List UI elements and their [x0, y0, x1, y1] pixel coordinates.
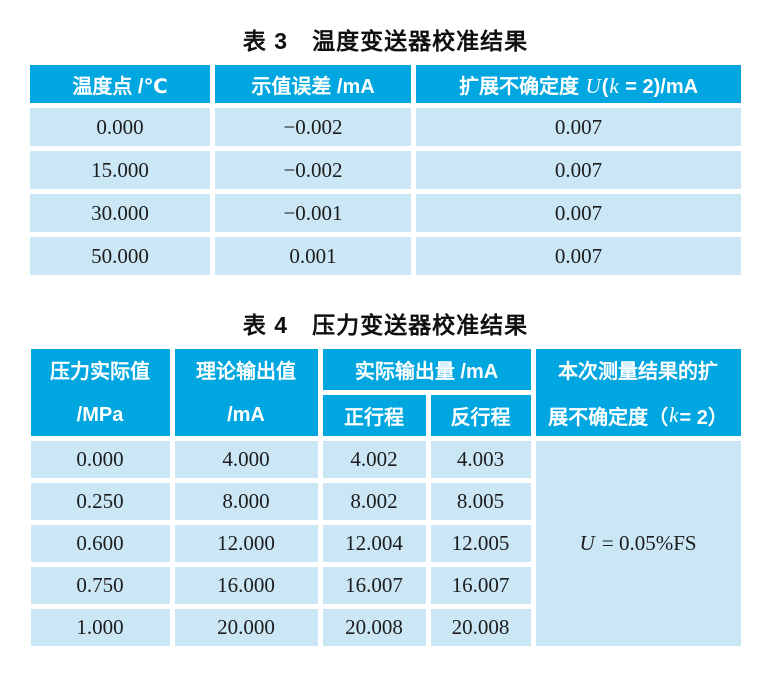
- italic-u-symbol: U: [585, 73, 601, 98]
- table-cell: 0.007: [416, 237, 741, 275]
- table-cell: 50.000: [30, 237, 210, 275]
- header-line: /mA: [227, 404, 265, 426]
- table-cell: 16.000: [174, 567, 318, 604]
- header-forward-stroke: 正行程: [322, 395, 426, 436]
- uncertainty-value-cell: U = 0.05%FS: [535, 441, 741, 646]
- table-row: 15.000 −0.002 0.007: [30, 151, 741, 189]
- header-indication-error: 示值误差 /mA: [215, 65, 411, 103]
- table-cell: 16.007: [322, 567, 426, 604]
- table-cell: 0.000: [30, 441, 170, 478]
- table-cell: 20.008: [322, 609, 426, 646]
- table-cell: −0.002: [215, 151, 411, 189]
- table-cell: 8.002: [322, 483, 426, 520]
- table-cell: 15.000: [30, 151, 210, 189]
- header-text: 扩展不确定度: [458, 75, 585, 98]
- table-cell: 12.005: [430, 525, 531, 562]
- table4-pressure-calibration: 压力实际值 /MPa 理论输出值 /mA 实际输出量 /mA 本次测量结果的扩 …: [26, 344, 746, 651]
- table-row: 30.000 −0.001 0.007: [30, 194, 741, 232]
- table-cell: 4.002: [322, 441, 426, 478]
- header-text: (: [601, 75, 609, 98]
- table-cell: −0.002: [215, 108, 411, 146]
- header-line: 压力实际值: [50, 361, 150, 383]
- table-cell: −0.001: [215, 194, 411, 232]
- italic-k-symbol: k: [609, 73, 619, 98]
- header-text: = 2）: [679, 407, 728, 429]
- header-line: 理论输出值: [196, 361, 296, 383]
- table4-header-row-2: 正行程 反行程: [31, 395, 741, 436]
- table-cell: 0.007: [416, 194, 741, 232]
- header-reverse-stroke: 反行程: [430, 395, 531, 436]
- header-actual-output: 实际输出量 /mA: [322, 349, 531, 390]
- table-cell: 4.000: [174, 441, 318, 478]
- table-cell: 0.007: [416, 151, 741, 189]
- table-cell: 0.750: [30, 567, 170, 604]
- table-cell: 0.600: [30, 525, 170, 562]
- table-row: 0.600 12.000 12.004 12.005: [30, 525, 741, 562]
- table-row: 0.750 16.000 16.007 16.007: [30, 567, 741, 604]
- table-cell: 8.005: [430, 483, 531, 520]
- table-cell: 30.000: [30, 194, 210, 232]
- header-text: = 2)/mA: [619, 75, 699, 98]
- table4-header-row-1: 压力实际值 /MPa 理论输出值 /mA 实际输出量 /mA 本次测量结果的扩 …: [30, 349, 741, 436]
- italic-u-symbol: U: [579, 531, 595, 555]
- header-expanded-uncertainty: 扩展不确定度 U(k = 2)/mA: [416, 65, 741, 103]
- table-row: 1.000 20.000 20.008 20.008: [30, 609, 741, 646]
- table-cell: 12.000: [174, 525, 318, 562]
- table-cell: 4.003: [430, 441, 531, 478]
- header-line: 本次测量结果的扩: [558, 361, 718, 383]
- table-row: 50.000 0.001 0.007: [30, 237, 741, 275]
- table-cell: 1.000: [30, 609, 170, 646]
- table3-title: 表 3 温度变送器校准结果: [242, 28, 529, 54]
- table-cell: 12.004: [322, 525, 426, 562]
- table3-temperature-calibration: 温度点 /℃ 示值误差 /mA 扩展不确定度 U(k = 2)/mA 0.000…: [25, 60, 746, 280]
- table-row: 0.000 −0.002 0.007: [30, 108, 741, 146]
- header-measurement-uncertainty: 本次测量结果的扩 展不确定度（ k = 2）: [535, 349, 741, 436]
- table-row: 0.000 4.000 4.002 4.003 U = 0.05%FS: [30, 441, 741, 646]
- header-text: 展不确定度（: [548, 407, 669, 429]
- table-cell: 0.000: [30, 108, 210, 146]
- italic-k-symbol: k: [669, 403, 679, 427]
- table-cell: 20.000: [174, 609, 318, 646]
- table-row: 0.250 8.000 8.002 8.005: [30, 483, 741, 520]
- header-line: /MPa: [76, 404, 124, 426]
- header-theoretical-output: 理论输出值 /mA: [174, 349, 318, 436]
- table-cell: 0.001: [215, 237, 411, 275]
- header-line: 展不确定度（ k = 2）: [536, 395, 741, 436]
- header-actual-pressure: 压力实际值 /MPa: [30, 349, 170, 436]
- table4-title: 表 4 压力变送器校准结果: [242, 312, 529, 338]
- uncertainty-value-text: = 0.05%FS: [596, 531, 697, 555]
- table-cell: 20.008: [430, 609, 531, 646]
- table-cell: 0.007: [416, 108, 741, 146]
- header-temperature-point: 温度点 /℃: [30, 65, 210, 103]
- table-cell: 8.000: [174, 483, 318, 520]
- table-cell: 0.250: [30, 483, 170, 520]
- table3-header-row: 温度点 /℃ 示值误差 /mA 扩展不确定度 U(k = 2)/mA: [30, 65, 741, 103]
- table-cell: 16.007: [430, 567, 531, 604]
